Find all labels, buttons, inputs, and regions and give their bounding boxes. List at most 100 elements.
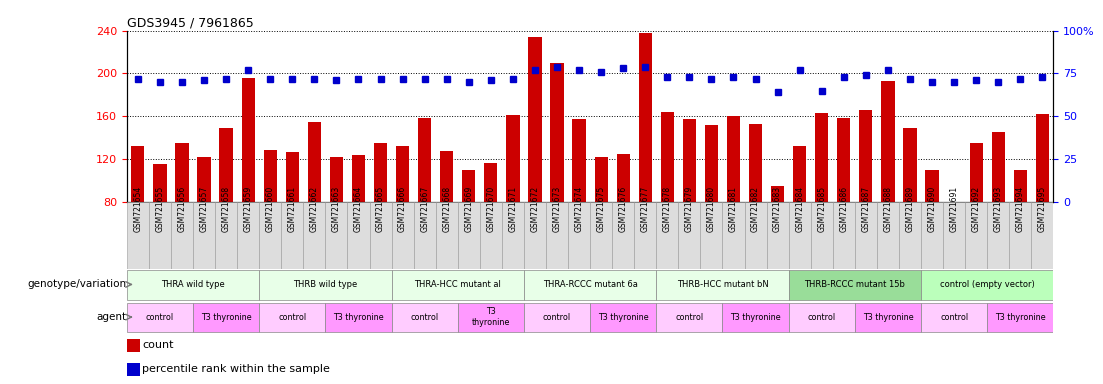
Text: T3 thyronine: T3 thyronine: [201, 313, 251, 322]
Text: T3 thyronine: T3 thyronine: [863, 313, 913, 322]
Bar: [308, 121, 321, 202]
Text: T3 thyronine: T3 thyronine: [995, 313, 1046, 322]
Bar: [127, 270, 259, 300]
Text: GDS3945 / 7961865: GDS3945 / 7961865: [127, 17, 254, 30]
Bar: [925, 170, 939, 202]
Bar: [572, 119, 586, 202]
Bar: [242, 78, 255, 202]
Bar: [771, 185, 784, 202]
Text: GSM721681: GSM721681: [729, 186, 738, 232]
Text: GSM721655: GSM721655: [156, 185, 164, 232]
Text: control: control: [940, 313, 968, 322]
Bar: [1014, 170, 1027, 202]
Text: GSM721687: GSM721687: [861, 186, 870, 232]
Text: GSM721674: GSM721674: [575, 185, 583, 232]
Bar: [947, 202, 961, 263]
Text: GSM721684: GSM721684: [795, 186, 804, 232]
Bar: [127, 339, 140, 352]
Bar: [921, 303, 987, 333]
Text: GSM721666: GSM721666: [398, 185, 407, 232]
Bar: [193, 202, 215, 269]
Bar: [149, 202, 171, 269]
Bar: [127, 362, 140, 376]
Bar: [789, 270, 921, 300]
Text: GSM721679: GSM721679: [685, 185, 694, 232]
Bar: [462, 170, 475, 202]
Text: GSM721690: GSM721690: [928, 185, 936, 232]
Text: GSM721692: GSM721692: [972, 186, 981, 232]
Bar: [705, 125, 718, 202]
Text: GSM721678: GSM721678: [663, 186, 672, 232]
Text: GSM721664: GSM721664: [354, 185, 363, 232]
Text: GSM721668: GSM721668: [442, 186, 451, 232]
Bar: [175, 143, 189, 202]
Bar: [502, 202, 524, 269]
Bar: [700, 202, 722, 269]
Text: GSM721660: GSM721660: [266, 185, 275, 232]
Text: GSM721656: GSM721656: [178, 185, 186, 232]
Text: GSM721667: GSM721667: [420, 185, 429, 232]
Bar: [524, 202, 546, 269]
Text: GSM721661: GSM721661: [288, 186, 297, 232]
Bar: [131, 146, 144, 202]
Bar: [881, 81, 895, 202]
Bar: [171, 202, 193, 269]
Bar: [392, 270, 524, 300]
Bar: [506, 115, 520, 202]
Bar: [127, 202, 149, 269]
Bar: [815, 113, 828, 202]
Text: agent: agent: [97, 312, 127, 322]
Text: control: control: [146, 313, 174, 322]
Text: GSM721657: GSM721657: [200, 185, 208, 232]
Bar: [727, 116, 740, 202]
Bar: [286, 152, 299, 202]
Text: THRA-HCC mutant al: THRA-HCC mutant al: [415, 280, 501, 289]
Bar: [855, 303, 921, 333]
Bar: [678, 202, 700, 269]
Text: GSM721693: GSM721693: [994, 185, 1003, 232]
Bar: [749, 124, 762, 202]
Bar: [590, 303, 656, 333]
Text: control: control: [278, 313, 307, 322]
Bar: [992, 132, 1005, 202]
Bar: [330, 157, 343, 202]
Text: GSM721659: GSM721659: [244, 185, 253, 232]
Bar: [347, 202, 370, 269]
Text: GSM721658: GSM721658: [222, 186, 231, 232]
Text: GSM721671: GSM721671: [508, 186, 517, 232]
Bar: [524, 303, 590, 333]
Bar: [1031, 202, 1053, 269]
Bar: [303, 202, 325, 269]
Bar: [370, 202, 392, 269]
Text: GSM721669: GSM721669: [464, 185, 473, 232]
Bar: [193, 303, 259, 333]
Bar: [259, 303, 325, 333]
Bar: [480, 202, 502, 269]
Bar: [767, 202, 789, 269]
Bar: [440, 151, 453, 202]
Bar: [899, 202, 921, 269]
Bar: [352, 155, 365, 202]
Bar: [546, 202, 568, 269]
Text: GSM721683: GSM721683: [773, 186, 782, 232]
Bar: [550, 63, 564, 202]
Bar: [921, 270, 1053, 300]
Bar: [656, 270, 789, 300]
Text: GSM721694: GSM721694: [1016, 185, 1025, 232]
Bar: [197, 157, 211, 202]
Bar: [921, 202, 943, 269]
Bar: [970, 143, 983, 202]
Text: GSM721665: GSM721665: [376, 185, 385, 232]
Text: percentile rank within the sample: percentile rank within the sample: [142, 364, 330, 374]
Text: control: control: [410, 313, 439, 322]
Bar: [396, 146, 409, 202]
Bar: [656, 202, 678, 269]
Bar: [259, 270, 392, 300]
Bar: [745, 202, 767, 269]
Text: GSM721695: GSM721695: [1038, 185, 1047, 232]
Bar: [484, 163, 497, 202]
Bar: [392, 202, 414, 269]
Bar: [987, 202, 1009, 269]
Text: count: count: [142, 340, 174, 350]
Bar: [837, 118, 850, 202]
